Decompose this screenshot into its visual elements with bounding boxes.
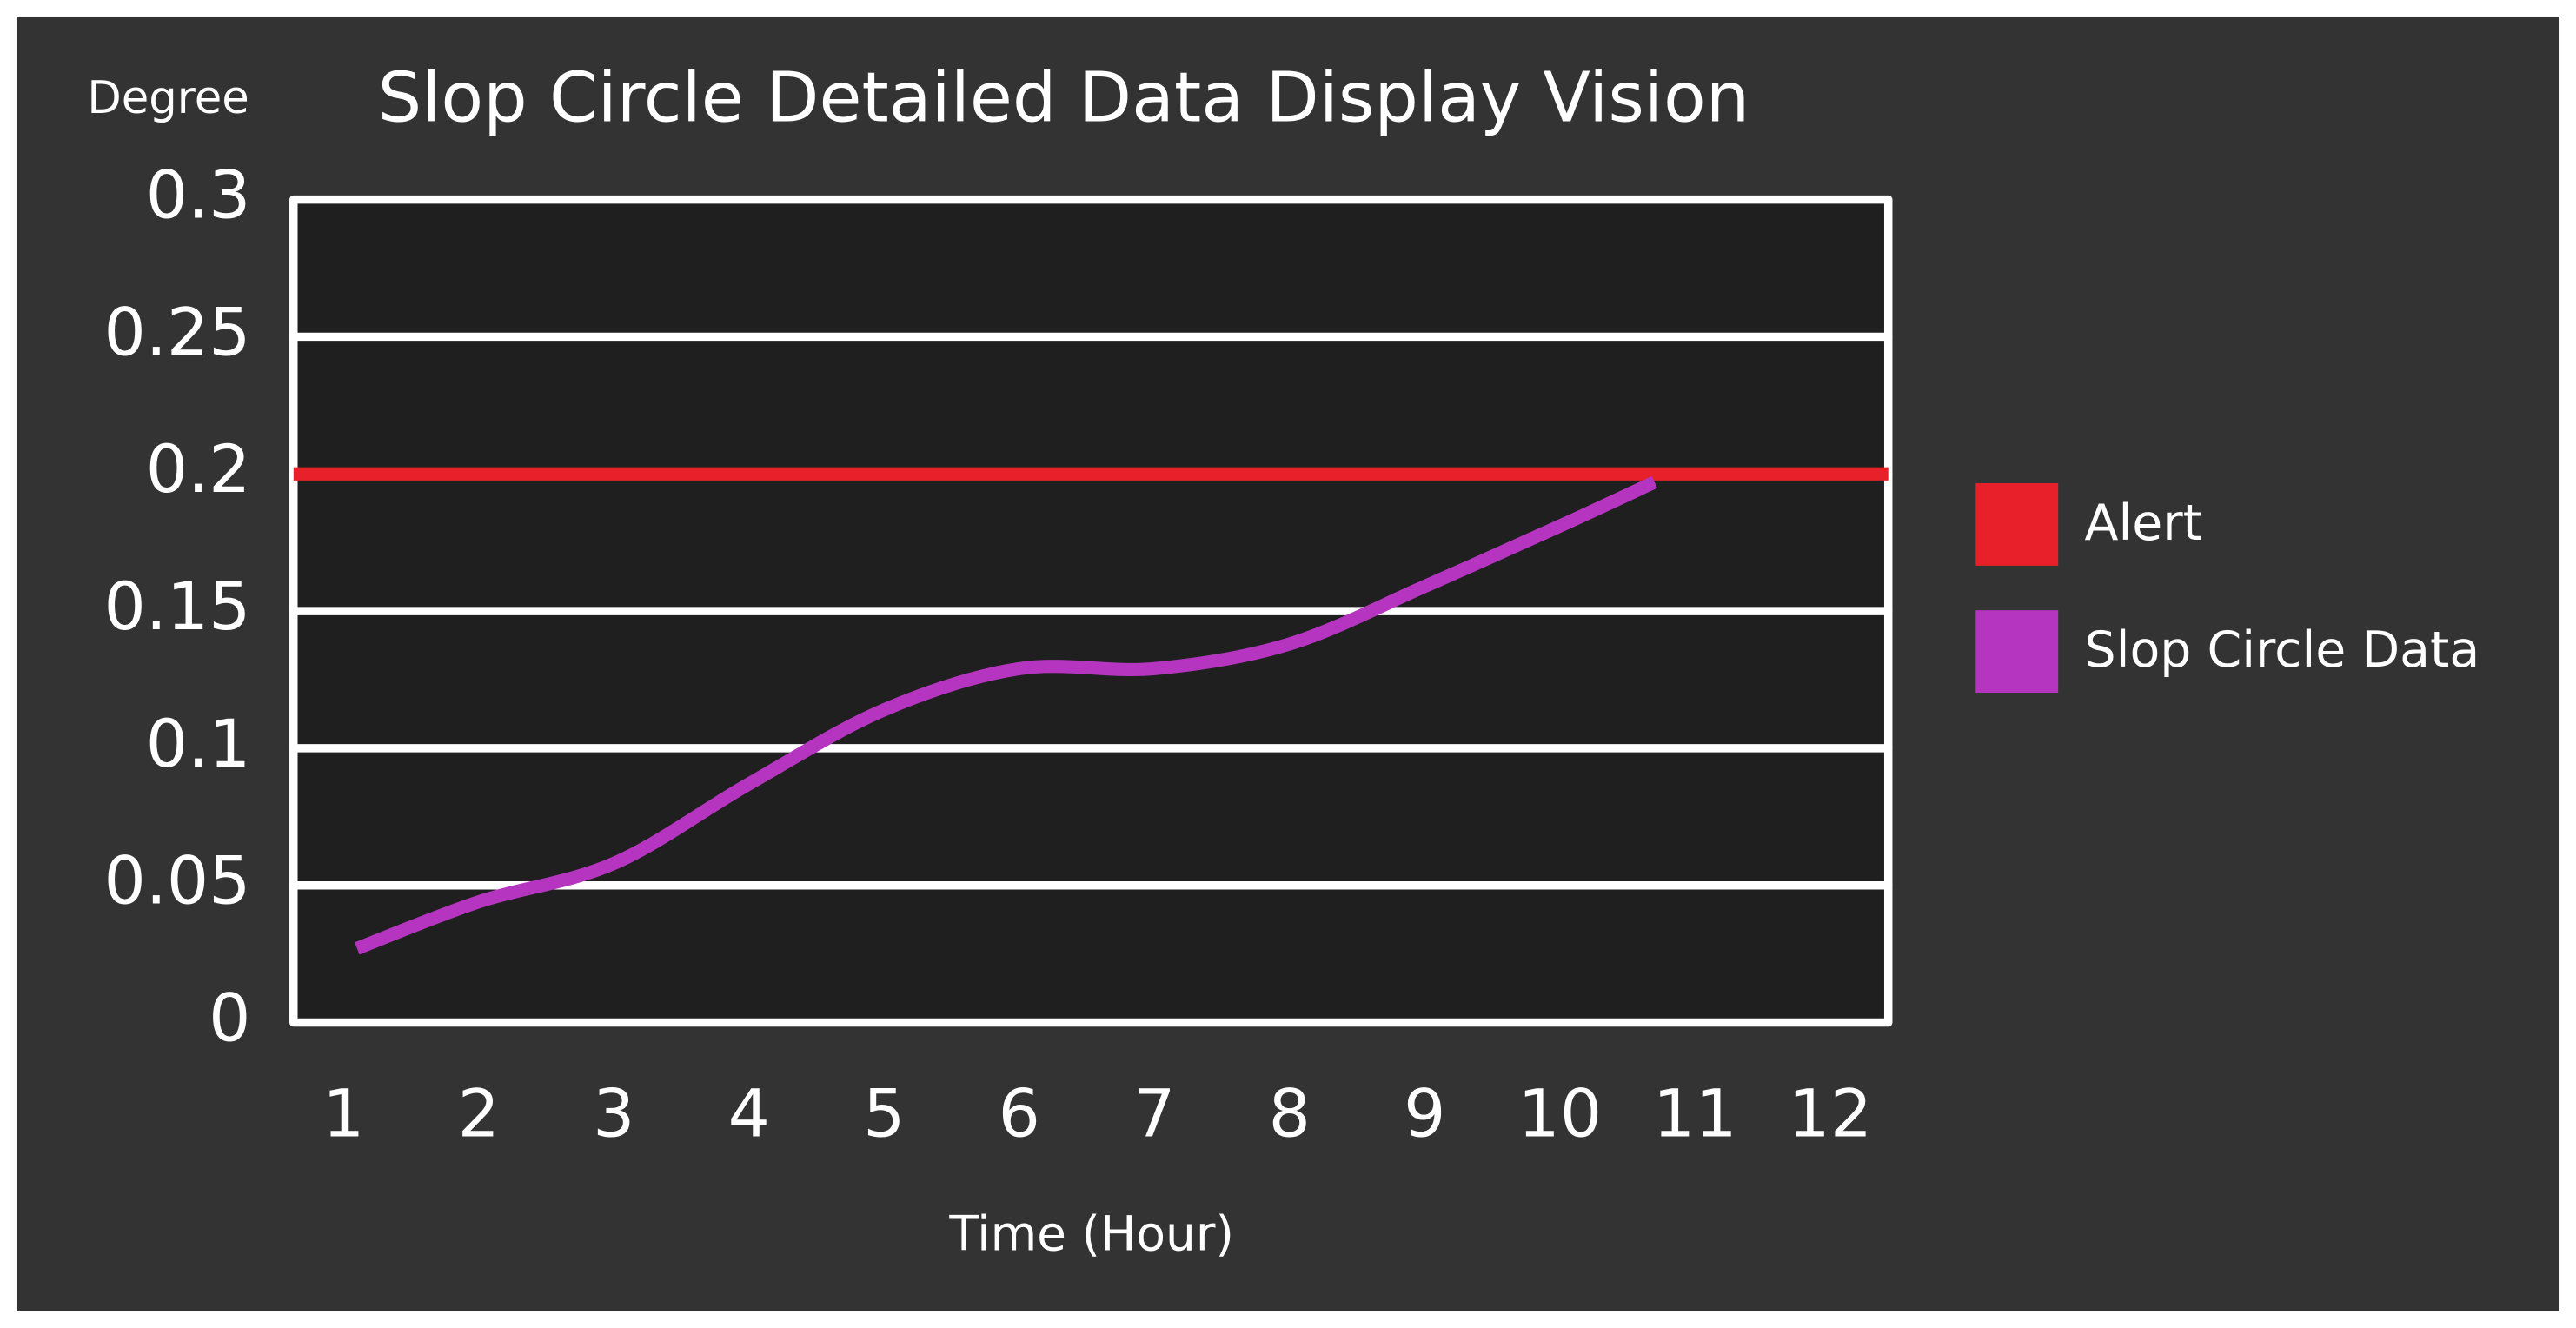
x-tick-label: 5 [863, 1076, 905, 1152]
x-axis-label: Time (Hour) [948, 1205, 1234, 1261]
x-tick-label: 9 [1404, 1076, 1445, 1152]
x-tick-label: 2 [458, 1076, 500, 1152]
x-tick-label: 4 [728, 1076, 770, 1152]
chart-title: Slop Circle Detailed Data Display Vision [378, 57, 1750, 138]
legend-label: Alert [2085, 495, 2202, 552]
y-tick-label: 0.25 [103, 294, 250, 370]
x-tick-label: 6 [999, 1076, 1040, 1152]
x-tick-label: 1 [322, 1076, 364, 1152]
legend-swatch [1975, 610, 2059, 694]
y-tick-label: 0.3 [146, 157, 251, 234]
x-tick-label: 8 [1269, 1076, 1311, 1152]
y-tick-label: 0.15 [103, 568, 250, 645]
x-tick-label: 7 [1133, 1076, 1175, 1152]
legend-label: Slop Circle Data [2085, 621, 2480, 679]
y-tick-label: 0.05 [103, 843, 250, 920]
x-tick-label: 10 [1518, 1076, 1603, 1152]
y-tick-label: 0 [209, 980, 250, 1057]
x-tick-label: 3 [593, 1076, 634, 1152]
y-tick-label: 0.1 [146, 706, 251, 782]
y-axis-label: Degree [87, 72, 249, 124]
legend-swatch [1975, 483, 2059, 566]
x-tick-label: 12 [1789, 1076, 1873, 1152]
data-line [355, 475, 1657, 955]
x-tick-label: 11 [1653, 1076, 1737, 1152]
y-tick-label: 0.2 [146, 431, 251, 508]
